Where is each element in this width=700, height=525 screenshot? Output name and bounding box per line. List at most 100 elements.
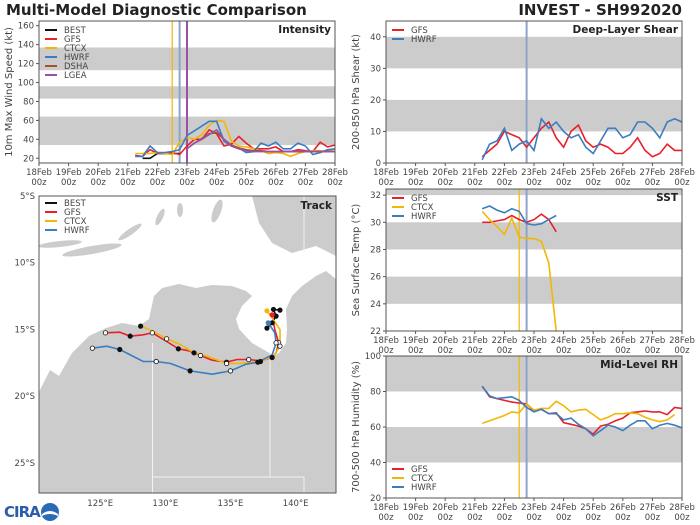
legend-label: HWRF — [411, 35, 437, 45]
lon-tick-label: 135°E — [218, 499, 244, 509]
track-start-marker — [265, 320, 271, 326]
x-tick-label: 19Feb — [403, 503, 429, 513]
x-tick-label: 00z — [179, 178, 195, 188]
track-map-basemap — [39, 196, 336, 493]
x-tick-label: 00z — [586, 178, 602, 188]
x-tick-label: 00z — [526, 513, 542, 523]
x-tick-label: 00z — [408, 346, 424, 356]
x-tick-label: 00z — [31, 178, 47, 188]
x-tick-label: 00z — [467, 513, 483, 523]
legend-label: GFS — [64, 35, 81, 45]
y-axis-label: 10m Max Wind Speed (kt) — [4, 27, 15, 157]
storm-id: INVEST - SH992020 — [518, 1, 682, 19]
track-position-marker — [255, 359, 261, 365]
legend-label: GFS — [411, 26, 428, 36]
legend-label: BEST — [64, 26, 87, 36]
y-tick-label: 140 — [18, 41, 34, 51]
x-tick-label: 00z — [408, 513, 424, 523]
lon-tick-label: 125°E — [87, 499, 113, 509]
lat-tick-label: 15°S — [15, 325, 35, 335]
series-line-gfs — [481, 120, 682, 158]
series-line-ctcx — [481, 210, 557, 331]
x-tick-label: 20Feb — [432, 503, 458, 513]
lon-tick-label: 140°E — [283, 499, 309, 509]
track-position-marker — [164, 336, 170, 342]
map-frame — [38, 195, 337, 494]
sst-panel: 18Feb00z19Feb00z20Feb00z21Feb00z22Feb00z… — [351, 188, 695, 356]
y-tick-label: 80 — [370, 388, 381, 398]
track-position-marker — [191, 350, 197, 356]
track-position-marker — [138, 323, 144, 329]
y-tick-label: 160 — [18, 22, 34, 32]
x-tick-label: 00z — [298, 178, 314, 188]
shaded-band — [386, 99, 682, 132]
legend-label: GFS — [411, 194, 428, 204]
y-tick-label: 30 — [370, 64, 381, 74]
track-position-marker — [270, 306, 277, 313]
x-tick-label: 00z — [497, 513, 513, 523]
x-tick-label: 00z — [497, 346, 513, 356]
y-tick-label: 30 — [370, 218, 381, 228]
lat-tick-label: 5°S — [20, 192, 35, 202]
track-position-marker — [102, 330, 109, 336]
y-axis-label: Sea Surface Temp (°C) — [351, 204, 362, 317]
x-tick-label: 27Feb — [639, 503, 665, 513]
y-tick-label: 40 — [370, 33, 381, 43]
x-tick-label: 24Feb — [551, 168, 577, 178]
series-line-hwrf — [481, 385, 682, 437]
globe-icon — [40, 503, 59, 521]
x-tick-label: 24Feb — [204, 168, 230, 178]
series-line-hwrf — [481, 116, 682, 161]
new-guinea-land — [252, 196, 336, 256]
x-tick-label: 00z — [378, 513, 394, 523]
x-tick-label: 00z — [674, 513, 690, 523]
panel-title: Track — [301, 200, 333, 212]
x-tick-label: 00z — [674, 346, 690, 356]
panel-title: Intensity — [278, 24, 331, 36]
panel-title: Mid-Level RH — [600, 359, 678, 371]
x-tick-label: 21Feb — [462, 336, 488, 346]
x-tick-label: 00z — [645, 178, 661, 188]
x-tick-label: 23Feb — [521, 336, 547, 346]
y-tick-label: 60 — [23, 116, 34, 126]
island — [155, 208, 165, 226]
logo-text: CIRA — [4, 503, 41, 521]
x-tick-label: 00z — [268, 178, 284, 188]
panel-title: Deep-Layer Shear — [572, 24, 678, 36]
x-tick-label: 28Feb — [669, 503, 695, 513]
x-tick-label: 00z — [615, 178, 631, 188]
y-tick-label: 32 — [370, 191, 381, 201]
shear-panel: 18Feb00z19Feb00z20Feb00z21Feb00z22Feb00z… — [351, 20, 695, 188]
legend-label: LGEA — [64, 71, 87, 81]
track-position-marker — [269, 354, 275, 361]
x-tick-label: 00z — [586, 346, 602, 356]
x-tick-label: 25Feb — [580, 503, 606, 513]
track-start-marker — [264, 308, 270, 314]
x-tick-label: 18Feb — [373, 336, 399, 346]
track-panel: 5°S 10°S 15°S 20°S 25°S 125°E 130°E 135°E 140°E T… — [15, 192, 337, 509]
x-tick-label: 27Feb — [639, 168, 665, 178]
track-position-marker — [89, 345, 96, 351]
x-tick-label: 00z — [497, 178, 513, 188]
track-position-marker — [227, 368, 234, 374]
y-tick-label: 0 — [376, 159, 381, 169]
x-tick-label: 00z — [645, 346, 661, 356]
x-tick-label: 00z — [615, 346, 631, 356]
lon-tick-label: 130°E — [152, 499, 178, 509]
y-tick-label: 20 — [23, 154, 34, 164]
y-tick-label: 28 — [370, 245, 381, 255]
legend-label: BEST — [64, 199, 87, 209]
x-tick-label: 18Feb — [26, 168, 52, 178]
x-tick-label: 28Feb — [669, 336, 695, 346]
legend-label: HWRF — [411, 483, 437, 493]
intensity-panel: 18Feb00z19Feb00z20Feb00z21Feb00z22Feb00z… — [4, 20, 348, 188]
shaded-band — [386, 222, 682, 250]
track-line-hwrf — [92, 322, 277, 376]
x-tick-label: 00z — [61, 178, 77, 188]
x-tick-label: 00z — [526, 346, 542, 356]
y-tick-label: 24 — [370, 300, 381, 310]
track-position-marker — [277, 307, 283, 313]
x-tick-label: 25Feb — [233, 168, 259, 178]
x-tick-label: 00z — [150, 178, 166, 188]
